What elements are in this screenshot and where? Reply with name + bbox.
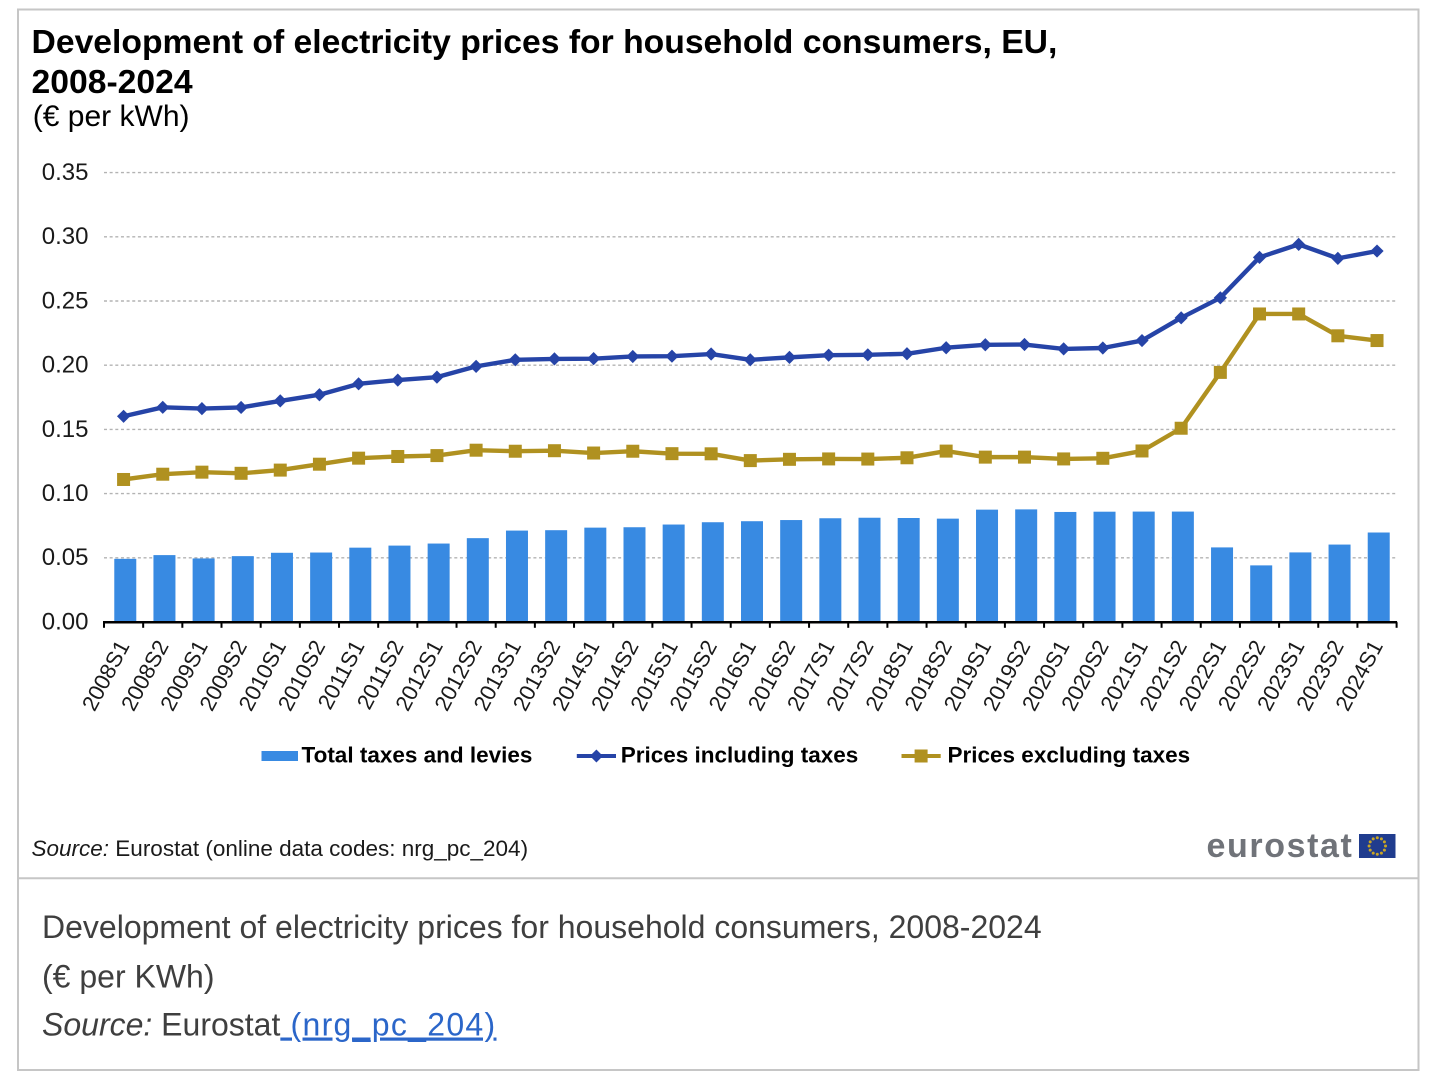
svg-text:Total taxes and levies: Total taxes and levies xyxy=(302,743,533,768)
svg-text:Development of electricity pri: Development of electricity prices for ho… xyxy=(42,909,1042,945)
svg-text:0.00: 0.00 xyxy=(42,608,89,635)
svg-text:0.05: 0.05 xyxy=(42,544,89,571)
svg-text:0.15: 0.15 xyxy=(42,416,89,443)
svg-text:0.30: 0.30 xyxy=(42,223,89,250)
svg-text:(€ per kWh): (€ per kWh) xyxy=(33,100,190,133)
svg-text:Prices excluding taxes: Prices excluding taxes xyxy=(948,743,1191,768)
svg-text:Source: Eurostat (online data: Source: Eurostat (online data codes: nrg… xyxy=(32,836,529,861)
svg-text:Prices including taxes: Prices including taxes xyxy=(621,743,859,768)
svg-text:0.10: 0.10 xyxy=(42,480,89,507)
svg-text:0.25: 0.25 xyxy=(42,287,89,314)
svg-text:Development of electricity pri: Development of electricity prices for ho… xyxy=(32,23,1058,61)
svg-text:Source: Eurostat (nrg_pc_204): Source: Eurostat (nrg_pc_204) xyxy=(42,1007,496,1043)
svg-text:2008-2024: 2008-2024 xyxy=(32,63,193,101)
svg-text:0.35: 0.35 xyxy=(42,159,89,186)
svg-text:0.20: 0.20 xyxy=(42,352,89,379)
svg-text:(€ per KWh): (€ per KWh) xyxy=(42,959,214,995)
svg-text:eurostat: eurostat xyxy=(1207,827,1354,865)
